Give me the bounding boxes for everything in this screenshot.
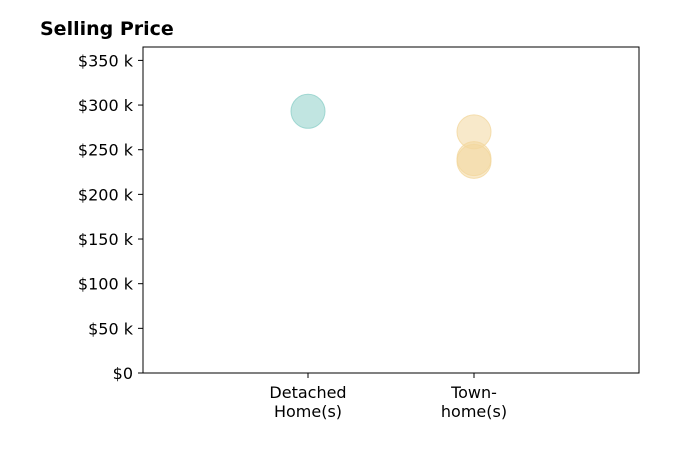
y-tick-label: $0 <box>113 364 133 383</box>
y-tick-label: $100 k <box>78 275 134 294</box>
y-tick-label: $150 k <box>78 230 134 249</box>
y-axis: $0 $50 k $100 k $150 k $200 k $250 k $300 k $35… <box>78 51 143 383</box>
x-tick-label: home(s) <box>441 402 507 421</box>
y-tick-label: $350 k <box>78 51 134 70</box>
x-tick-label: Home(s) <box>274 402 342 421</box>
y-tick-label: $50 k <box>88 319 134 338</box>
plot-area <box>142 46 640 374</box>
y-tick-label: $250 k <box>78 141 134 160</box>
chart-title: Selling Price <box>40 18 174 40</box>
data-points <box>290 93 492 179</box>
data-point <box>290 93 326 129</box>
y-tick-label: $300 k <box>78 96 134 115</box>
data-point <box>456 143 492 179</box>
x-tick-label: Town- <box>450 383 497 402</box>
y-tick-label: $200 k <box>78 185 134 204</box>
x-tick-label: Detached <box>269 383 346 402</box>
